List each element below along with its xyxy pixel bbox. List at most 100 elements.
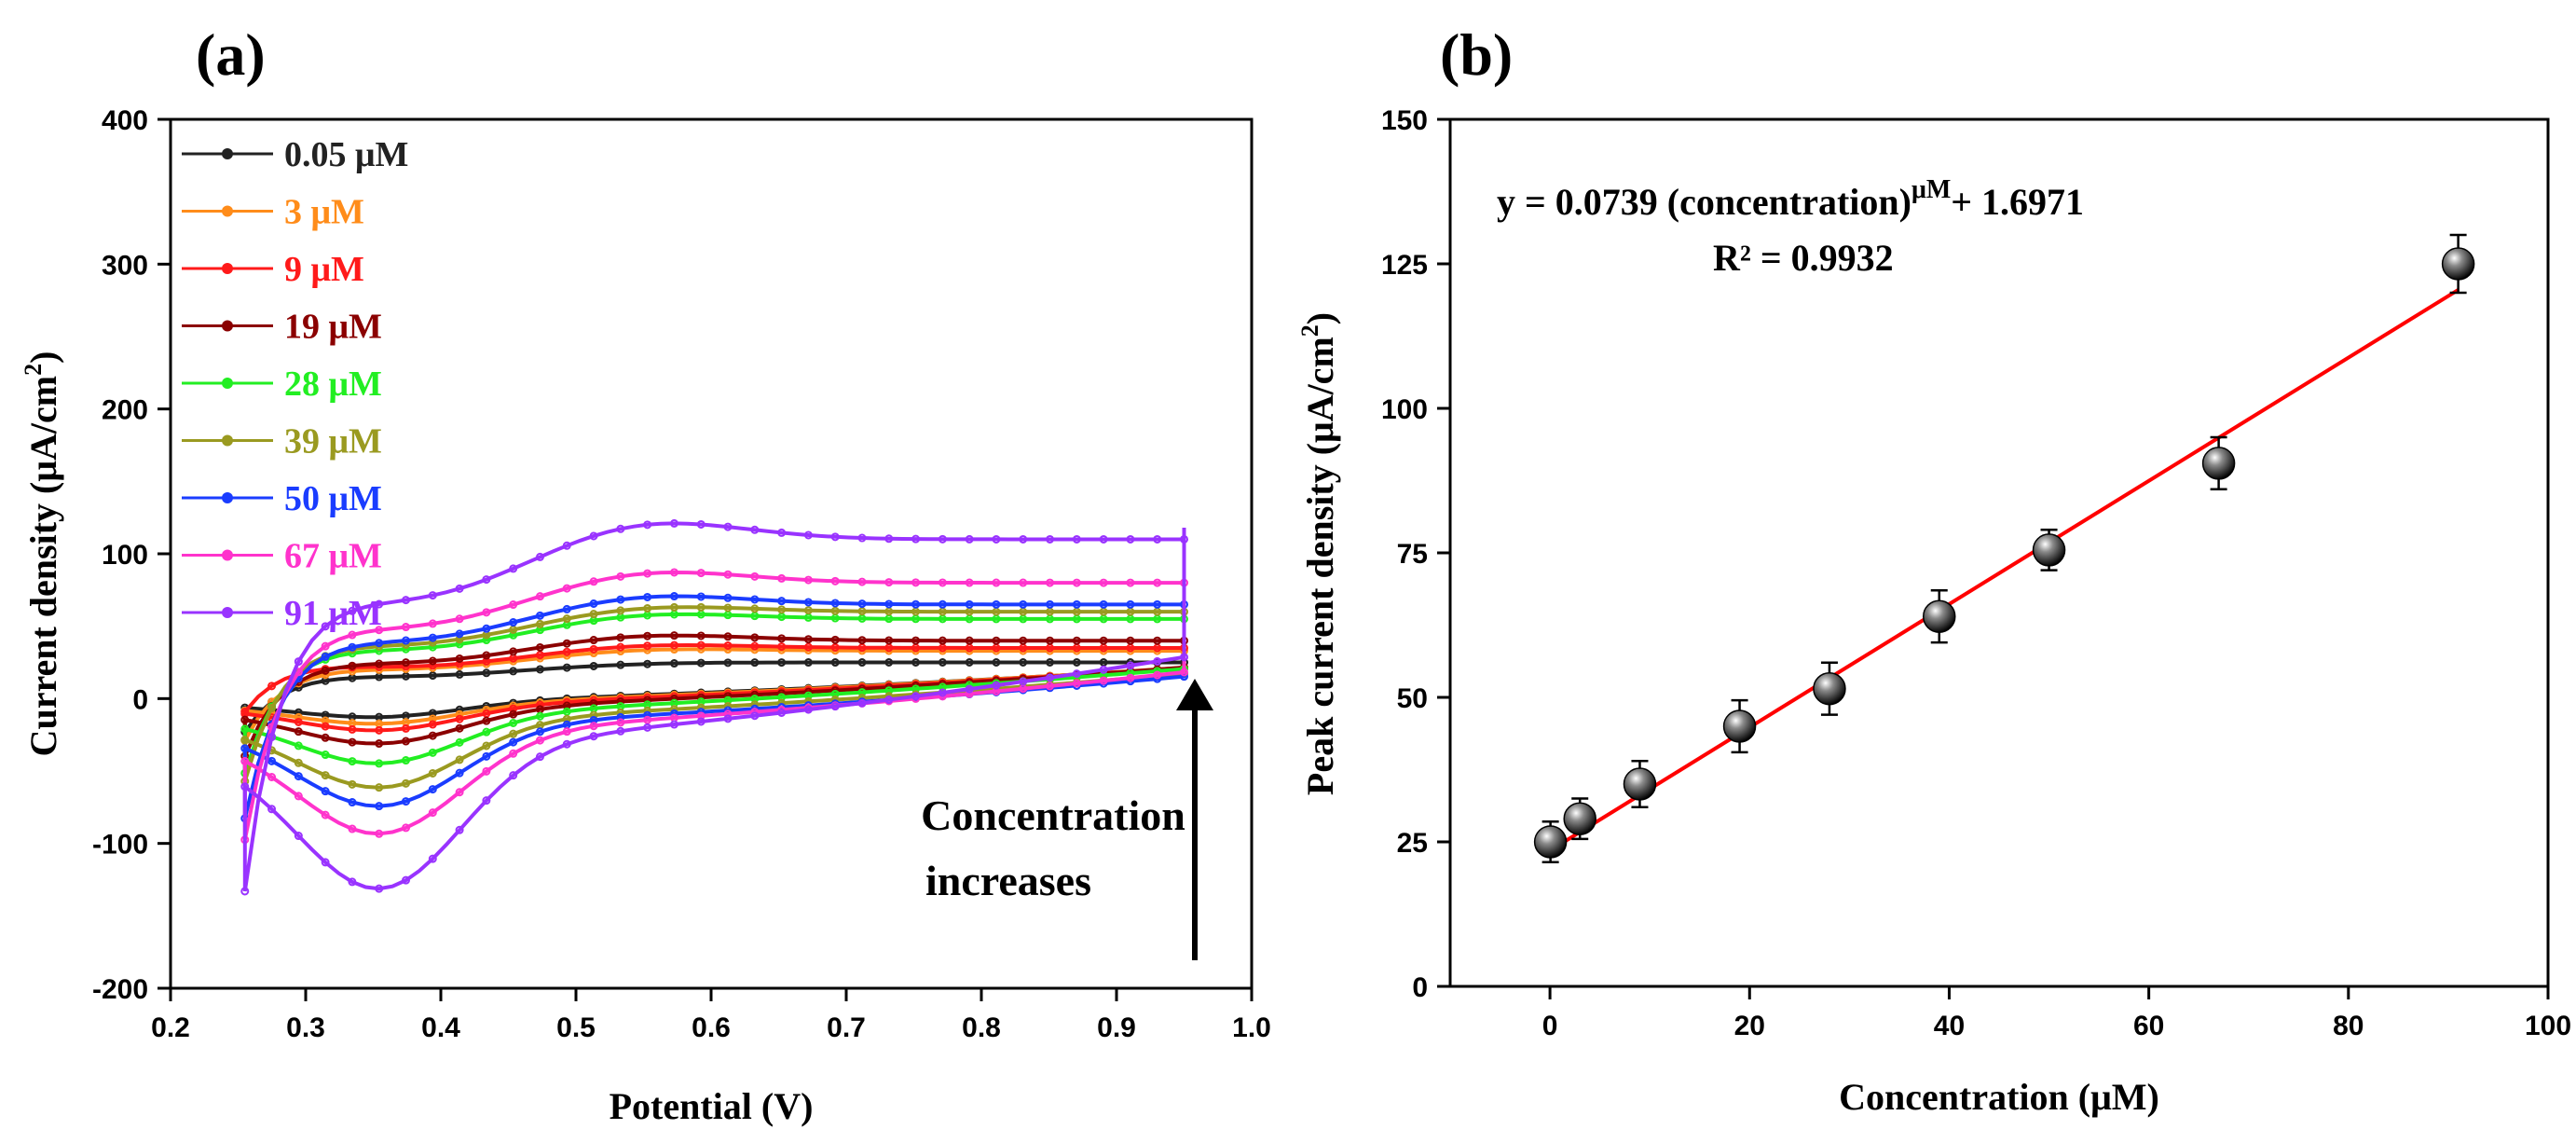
cv-point	[723, 632, 733, 641]
cv-point	[643, 592, 652, 601]
legend-item: 28 μM	[182, 365, 382, 404]
cv-y-tick-label: 200	[102, 395, 148, 426]
cv-point	[294, 657, 303, 667]
cv-point	[482, 766, 491, 776]
cv-point	[562, 663, 571, 672]
cv-point	[428, 854, 437, 863]
cv-point	[723, 593, 733, 602]
cv-point	[1046, 578, 1055, 587]
cv-point	[402, 737, 411, 746]
cv-point	[911, 692, 921, 701]
calibration-x-tick-label: 0	[1542, 1011, 1558, 1041]
cv-point	[321, 751, 330, 760]
cv-point	[589, 661, 598, 670]
cv-point	[616, 595, 625, 604]
legend-label: 0.05 μM	[284, 135, 408, 174]
cv-point	[1019, 578, 1028, 587]
cv-point	[643, 569, 652, 578]
cv-point	[509, 719, 518, 728]
cv-point	[321, 858, 330, 867]
cv-point	[240, 736, 250, 745]
cv-point	[965, 636, 974, 645]
cv-point	[803, 575, 813, 585]
cv-point	[589, 636, 598, 645]
legend-label: 28 μM	[284, 365, 382, 404]
cv-point	[535, 711, 544, 721]
cv-y-axis-title: Current density (μA/cm2)	[20, 351, 64, 757]
cv-point	[1072, 636, 1081, 645]
cv-point	[428, 731, 437, 740]
cv-point	[1046, 636, 1055, 645]
cv-point	[482, 751, 491, 761]
calibration-point	[2441, 233, 2475, 295]
fit-equation: y = 0.0739 (concentration)μM+ 1.6971	[1497, 175, 2084, 223]
cv-point	[643, 723, 652, 732]
cv-point	[750, 525, 760, 534]
cv-point	[455, 723, 464, 733]
cv-point	[321, 722, 330, 731]
cv-point	[750, 641, 760, 651]
cv-point	[750, 658, 760, 668]
cv-point	[428, 591, 437, 600]
cv-point	[992, 578, 1001, 587]
cv-point	[857, 636, 867, 645]
cv-point	[616, 606, 625, 615]
cv-point	[428, 656, 437, 666]
cv-point	[375, 626, 384, 635]
calibration-y-tick-label: 0	[1412, 972, 1428, 1003]
cv-point	[643, 659, 652, 668]
cv-point	[830, 599, 840, 608]
cv-point	[562, 541, 571, 550]
cv-x-axis: 0.2 0.3 0.4 0.5 0.6 0.7 0.8 0.9 1.0	[151, 988, 1271, 1043]
cv-point	[884, 658, 894, 668]
cv-point	[723, 658, 733, 668]
cv-point	[857, 658, 867, 668]
cv-point	[884, 534, 894, 544]
legend-marker	[222, 549, 233, 561]
cv-point	[884, 636, 894, 645]
cv-point	[375, 659, 384, 668]
legend-item: 50 μM	[182, 479, 382, 518]
cv-point	[509, 729, 518, 738]
cv-point	[402, 723, 411, 733]
cv-point	[562, 584, 571, 593]
cv-point	[1153, 636, 1162, 645]
cv-y-tick-label: 300	[102, 250, 148, 281]
data-marker	[1533, 825, 1568, 859]
cv-point	[348, 877, 357, 887]
cv-chart: 0.2 0.3 0.4 0.5 0.6 0.7 0.8 0.9 1.0 -200 -100 0 100…	[20, 105, 1271, 1127]
cv-point	[1072, 599, 1081, 609]
concentration-annotation-line1: Concentration	[921, 792, 1185, 839]
cv-point	[1153, 534, 1162, 544]
calibration-x-tick-label: 40	[1934, 1011, 1965, 1041]
cv-point	[535, 592, 544, 601]
cv-point	[535, 552, 544, 561]
cv-point	[348, 737, 357, 747]
cv-point	[723, 714, 733, 723]
cv-point	[321, 733, 330, 742]
up-arrow-icon	[1176, 679, 1213, 960]
calibration-x-axis: 0 20 40 60 80 100	[1542, 986, 2571, 1041]
cv-point	[723, 603, 733, 613]
data-marker	[1722, 709, 1757, 743]
cv-point	[240, 887, 250, 896]
cv-point	[911, 578, 921, 587]
calibration-y-tick-label: 25	[1397, 828, 1428, 859]
legend-item: 91 μM	[182, 594, 382, 633]
cv-point	[402, 658, 411, 668]
cv-point	[589, 599, 598, 608]
cv-point	[562, 614, 571, 624]
cv-point	[1046, 534, 1055, 544]
cv-point	[1072, 534, 1081, 544]
cv-point	[696, 519, 706, 529]
legend-marker	[222, 205, 233, 217]
cv-point	[482, 727, 491, 737]
cv-point	[321, 810, 330, 819]
cv-point	[777, 605, 787, 614]
cv-point	[1153, 670, 1162, 680]
cv-point	[803, 606, 813, 615]
cv-point	[402, 875, 411, 885]
cv-point	[455, 659, 464, 668]
calibration-point	[1563, 797, 1596, 841]
